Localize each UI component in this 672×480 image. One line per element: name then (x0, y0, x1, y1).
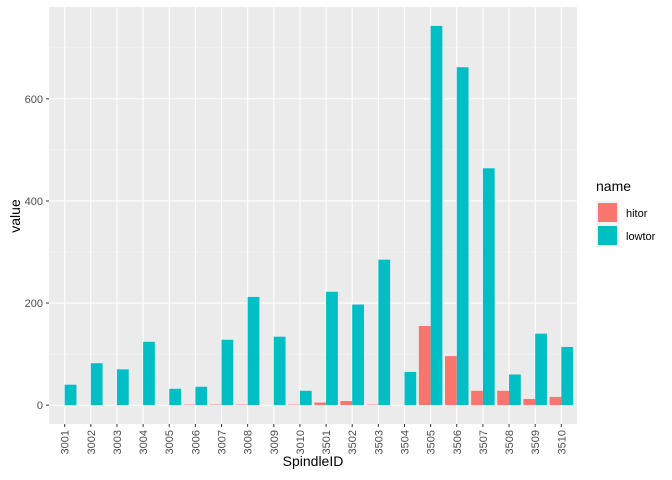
bar-lowtor-3506 (456, 67, 469, 406)
bar-lowtor-3004 (143, 341, 155, 406)
bar-lowtor-3503 (378, 259, 391, 406)
x-tick-label: 3007 (217, 430, 229, 454)
x-axis: 3001 3002 3003 3004 3005 3006 3007 3008 3009 3010… (60, 424, 568, 454)
x-tick-label: 3507 (478, 430, 490, 454)
bar-lowtor-3007 (221, 339, 234, 406)
bar-hitor-3503 (366, 404, 379, 406)
x-tick-label: 3510 (556, 430, 568, 454)
bar-lowtor-3505 (430, 25, 443, 406)
x-tick-label: 3508 (504, 430, 516, 454)
legend-key-hitor (598, 203, 617, 222)
x-tick-label: 3008 (243, 430, 255, 454)
bar-lowtor-3010 (299, 390, 312, 406)
y-tick-label: 0 (37, 400, 43, 412)
bar-hitor-3505 (418, 326, 431, 406)
bar-hitor-3509 (523, 398, 536, 406)
panel-background (49, 7, 577, 424)
x-tick-label: 3501 (321, 430, 333, 454)
legend-title: name (596, 178, 631, 194)
x-tick-label: 3001 (60, 430, 72, 454)
bar-lowtor-3001 (64, 384, 77, 406)
bar-lowtor-3502 (352, 304, 364, 406)
bar-lowtor-3509 (535, 333, 547, 406)
x-tick-label: 3010 (295, 430, 307, 454)
x-tick-label: 3006 (190, 430, 202, 454)
bar-hitor-3507 (471, 390, 483, 406)
y-tick-label: 400 (25, 196, 43, 208)
x-tick-label: 3503 (373, 430, 385, 454)
y-axis: 0 200 400 600 (25, 94, 49, 412)
bar-lowtor-3504 (404, 371, 417, 406)
bar-lowtor-3006 (195, 386, 208, 406)
bar-lowtor-3009 (273, 336, 286, 406)
bar-lowtor-3002 (90, 363, 103, 406)
x-tick-label: 3002 (86, 430, 98, 454)
legend-label-lowtor: lowtor (626, 231, 656, 243)
bar-lowtor-3508 (509, 374, 521, 406)
bar-hitor-3506 (445, 356, 457, 406)
legend: name hitor lowtor (596, 178, 656, 247)
bar-hitor-3007 (209, 404, 222, 406)
x-tick-label: 3504 (399, 430, 411, 454)
bar-hitor-3508 (497, 390, 510, 406)
bar-lowtor-3008 (247, 296, 260, 406)
bars (64, 25, 574, 406)
x-tick-label: 3502 (347, 430, 359, 454)
x-tick-label: 3003 (112, 430, 124, 454)
y-axis-title: value (7, 199, 23, 233)
bar-hitor-3510 (549, 396, 562, 406)
bar-lowtor-3510 (561, 346, 574, 406)
y-tick-label: 200 (25, 298, 43, 310)
bar-lowtor-3005 (169, 388, 181, 406)
x-tick-label: 3009 (269, 430, 281, 454)
bar-lowtor-3003 (116, 369, 129, 406)
legend-label-hitor: hitor (626, 208, 648, 220)
bar-hitor-3501 (314, 402, 327, 406)
x-tick-label: 3506 (452, 430, 464, 454)
x-tick-label: 3509 (530, 430, 542, 454)
x-axis-title: SpindleID (283, 453, 344, 469)
bar-hitor-3008 (235, 404, 248, 406)
bar-hitor-3006 (183, 404, 196, 406)
x-tick-label: 3005 (164, 430, 176, 454)
y-tick-label: 600 (25, 94, 43, 106)
bar-hitor-3502 (340, 401, 353, 406)
bar-lowtor-3507 (482, 168, 495, 406)
bar-lowtor-3501 (326, 291, 338, 406)
x-tick-label: 3004 (138, 430, 150, 454)
legend-key-lowtor (598, 226, 617, 245)
x-tick-label: 3505 (426, 430, 438, 454)
bar-hitor-3010 (288, 404, 300, 406)
